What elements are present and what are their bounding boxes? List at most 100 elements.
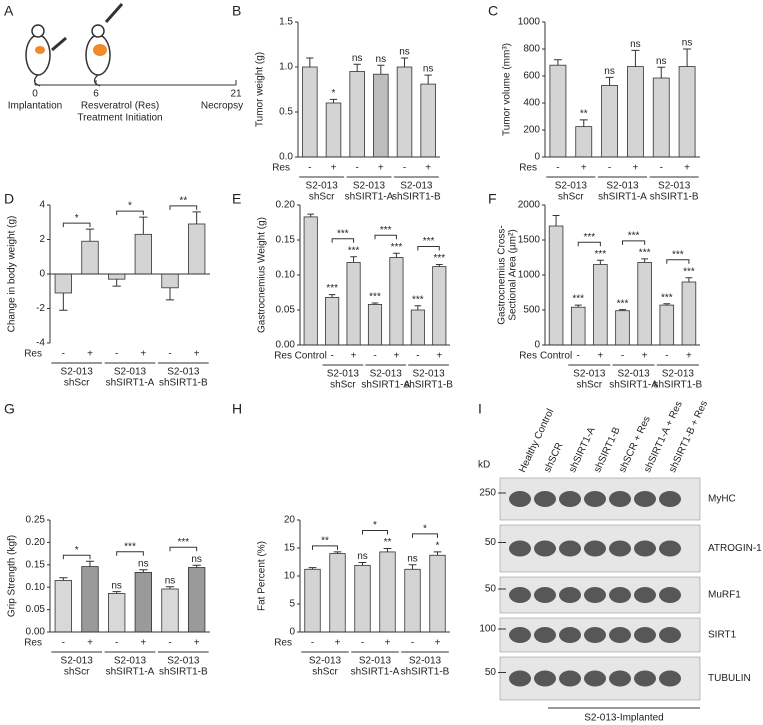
error-bar — [433, 551, 442, 556]
band — [509, 491, 531, 507]
significance-label: *** — [412, 294, 424, 305]
group-label: shSIRT1-B — [159, 667, 208, 678]
kd-marker: 50 — [485, 667, 497, 678]
group-label: shSIRT1-A — [345, 192, 394, 203]
bar — [325, 102, 342, 158]
bracket — [374, 234, 397, 240]
x-tick-label: + — [385, 638, 391, 649]
significance-label: ns — [138, 558, 149, 569]
footer-label: S2-013-Implanted — [584, 713, 664, 724]
group-label: shSIRT1-A — [598, 192, 647, 203]
y-tick-label: 0.15 — [26, 559, 46, 570]
bracket — [116, 551, 144, 556]
timeline: 0 6 21 Implantation Resveratrol (Res) Tr… — [8, 3, 243, 124]
group-label: shScr — [312, 667, 338, 678]
group-label: shScr — [309, 192, 335, 203]
bracket — [116, 210, 144, 216]
error-bar — [59, 292, 68, 311]
error-bar — [329, 98, 338, 103]
group-label: S2-013 — [370, 369, 403, 380]
y-tick-label: -2 — [36, 303, 45, 314]
error-bar — [139, 216, 148, 235]
y-axis-label: Gastrocnemius Cross- — [497, 225, 508, 324]
band — [609, 627, 631, 643]
y-tick-label: 0.10 — [26, 582, 46, 593]
band — [609, 540, 631, 557]
x-tick-label: - — [621, 351, 624, 362]
panel-label: E — [232, 191, 241, 207]
x-tick-label: + — [194, 638, 200, 649]
significance-label: ns — [407, 553, 418, 564]
group-label: S2-013 — [61, 367, 94, 378]
error-bar — [353, 63, 361, 72]
bar-chart: 0.00 0.05 0.10 0.15 0.20 0.25 Grip Strength (k… — [7, 515, 210, 678]
band — [509, 627, 531, 643]
y-axis-label: Tumor weight (g) — [255, 52, 266, 127]
y-tick-label: 0.0 — [279, 152, 293, 163]
bar-chart: 0.00 0.05 0.10 0.15 0.20 Gastrocnemius Weight… — [257, 200, 454, 391]
error-bar — [112, 279, 121, 287]
timeline-tick-label: 21 — [230, 89, 242, 100]
group-label: S2-013 — [309, 656, 342, 667]
group-label: S2-013 — [573, 369, 606, 380]
bracket — [169, 205, 198, 210]
bar — [570, 306, 586, 346]
bar — [659, 304, 675, 346]
band — [609, 491, 631, 507]
band — [659, 491, 681, 507]
band — [634, 670, 656, 687]
significance-label: ** — [384, 537, 392, 548]
bar — [325, 296, 340, 346]
panel-label: C — [488, 3, 498, 19]
group-label: shSIRT1-A — [609, 380, 658, 391]
bar — [54, 580, 72, 633]
panel-label: B — [232, 3, 241, 19]
bar — [187, 567, 206, 633]
bar-chart: 0 200 400 600 800 1000 Tumor volume (mm³) - ** + n… — [502, 17, 700, 203]
group-label: shSIRT1-B — [392, 192, 441, 203]
significance-label: ns — [682, 38, 693, 49]
y-tick-label: 0.20 — [26, 537, 46, 548]
band — [534, 587, 556, 603]
band — [509, 587, 531, 603]
group-label: S2-013 — [555, 181, 588, 192]
error-bar — [685, 277, 693, 282]
x-tick-label: + — [140, 349, 146, 360]
significance-label: *** — [391, 242, 403, 253]
band — [659, 670, 681, 687]
bar — [304, 568, 321, 633]
y-axis-label: Sectional Area (µm²) — [508, 229, 519, 320]
error-bar — [306, 57, 314, 67]
bracket — [622, 240, 646, 245]
x-tick-label: - — [168, 638, 171, 649]
timeline-event: Necropsy — [201, 101, 243, 112]
significance-label: *** — [595, 249, 607, 260]
bracket — [412, 533, 438, 538]
group-label: shScr — [64, 378, 90, 389]
significance-label: ns — [630, 39, 641, 50]
error-bar — [424, 74, 432, 85]
protein-label: TUBULIN — [708, 673, 751, 684]
bar — [548, 225, 564, 346]
band — [534, 491, 556, 507]
significance-label: ns — [357, 551, 368, 562]
x-tick-label: Control — [295, 351, 327, 362]
lane-label: shSCR — [542, 441, 565, 474]
group-label: shScr — [64, 667, 90, 678]
bar — [396, 66, 413, 158]
error-bar — [596, 259, 604, 265]
significance-label: *** — [348, 245, 360, 256]
panel-label: D — [4, 191, 14, 207]
y-axis-label: Tumor volume (mm³) — [502, 43, 513, 136]
x-tick-label: - — [115, 349, 118, 360]
error-bar — [574, 304, 582, 308]
bracket-label: *** — [672, 249, 684, 260]
band — [534, 627, 556, 643]
x-axis-label: Res — [519, 163, 537, 174]
x-tick-label: - — [355, 163, 358, 174]
significance-label: * — [332, 88, 336, 99]
group-label: S2-013 — [412, 369, 445, 380]
significance-label: *** — [326, 283, 338, 294]
significance-label: *** — [433, 253, 445, 264]
bar — [379, 551, 396, 633]
